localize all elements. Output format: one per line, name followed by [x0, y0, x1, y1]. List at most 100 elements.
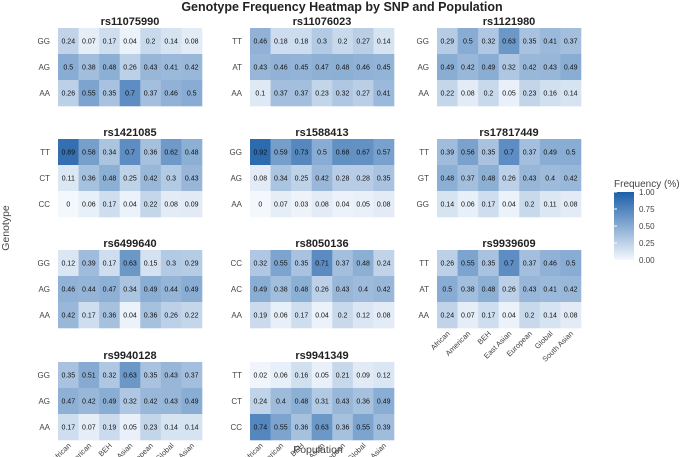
panel-rs11075990: rs11075990 GG 0.24 0.07 0.17 0.04 0.2 0.14 0.08 A…: [38, 16, 203, 107]
genotype-label: AA: [418, 89, 429, 98]
cell-value-label: 0.2: [484, 91, 494, 98]
cell-value-label: 0.48: [356, 261, 370, 268]
cell-value-label: 0.08: [377, 313, 391, 320]
heatmap-cell: [99, 276, 121, 303]
heatmap-cell: [311, 165, 333, 192]
heatmap-cell: [140, 191, 162, 218]
cell-value-label: 0.19: [253, 313, 267, 320]
cell-value-label: 0.43: [523, 176, 537, 183]
cell-value-label: 0.37: [523, 261, 537, 268]
cell-value-label: 0.37: [144, 91, 158, 98]
heatmap-cell: [250, 362, 271, 389]
heatmap-cell: [291, 276, 313, 303]
cell-value-label: 0.42: [564, 176, 578, 183]
heatmap-cell: [560, 302, 582, 329]
cell-value-label: 0.26: [502, 176, 516, 183]
heatmap-cell: [373, 302, 395, 329]
cell-value-label: 0.43: [336, 399, 350, 406]
heatmap-cell: [58, 54, 79, 81]
heatmap-cell: [99, 54, 121, 81]
heatmap-cell: [519, 80, 541, 107]
cell-value-label: 0.48: [295, 287, 309, 294]
cell-value-label: 0.35: [523, 39, 537, 46]
cell-value-label: 0.18: [295, 39, 309, 46]
cell-value-label: 0.26: [61, 91, 75, 98]
heatmap-cell: [119, 250, 141, 277]
heatmap-cell: [250, 139, 271, 166]
cell-value-label: 0.42: [377, 287, 391, 294]
heatmap-cell: [437, 250, 458, 277]
cell-value-label: 0.49: [253, 287, 267, 294]
heatmap-cell: [270, 139, 292, 166]
heatmap-cell: [270, 414, 292, 441]
cell-value-label: 0.14: [377, 39, 391, 46]
cell-value-label: 0.92: [253, 150, 267, 157]
genotype-label: AT: [232, 63, 242, 72]
heatmap-cell: [311, 362, 333, 389]
legend-tick-label: 0.00: [639, 256, 655, 265]
heatmap-cell: [352, 191, 374, 218]
heatmap-cell: [160, 139, 182, 166]
cell-value-label: 0.29: [440, 39, 454, 46]
genotype-label: GG: [38, 37, 50, 46]
cell-value-label: 0.46: [274, 65, 288, 72]
genotype-label: TT: [419, 148, 429, 157]
heatmap-cell: [332, 191, 354, 218]
heatmap-cell: [270, 362, 292, 389]
cell-value-label: 0.68: [336, 150, 350, 157]
heatmap-cell: [352, 362, 374, 389]
heatmap-cell: [250, 414, 271, 441]
cell-value-label: 0.43: [523, 287, 537, 294]
cell-value-label: 0.07: [461, 313, 475, 320]
cell-value-label: 0.22: [185, 313, 199, 320]
genotype-label: TT: [419, 259, 429, 268]
heatmap-cell: [78, 388, 100, 415]
heatmap-cell: [181, 388, 203, 415]
heatmap-cell: [539, 276, 561, 303]
heatmap-cell: [270, 191, 292, 218]
heatmap-cell: [99, 250, 121, 277]
cell-value-label: 0.26: [123, 65, 137, 72]
heatmap-cell: [99, 28, 121, 55]
cell-value-label: 0.17: [103, 39, 117, 46]
heatmap-cell: [119, 165, 141, 192]
heatmap-cell: [78, 302, 100, 329]
cell-value-label: 0.48: [482, 287, 496, 294]
heatmap-cell: [519, 302, 541, 329]
cell-value-label: 0.7: [125, 150, 135, 157]
heatmap-cell: [99, 139, 121, 166]
heatmap-cell: [270, 302, 292, 329]
heatmap-cell: [58, 250, 79, 277]
cell-value-label: 0.55: [274, 425, 288, 432]
cell-value-label: 0.42: [144, 176, 158, 183]
heatmap-cell: [311, 276, 333, 303]
cell-value-label: 0.27: [356, 91, 370, 98]
cell-value-label: 0.05: [123, 425, 137, 432]
heatmap-cell: [58, 191, 79, 218]
heatmap-cell: [119, 302, 141, 329]
heatmap-cell: [311, 250, 333, 277]
cell-value-label: 0.35: [482, 150, 496, 157]
heatmap-cell: [498, 165, 520, 192]
heatmap-cell: [519, 276, 541, 303]
cell-value-label: 0.5: [63, 65, 73, 72]
cell-value-label: 0.25: [123, 176, 137, 183]
heatmap-cell: [373, 80, 395, 107]
heatmap-cell: [478, 54, 500, 81]
heatmap-cell: [160, 165, 182, 192]
genotype-label: AA: [39, 423, 50, 432]
population-tick-label: BEH: [97, 441, 114, 457]
legend-tick-label: 0.75: [639, 205, 655, 214]
panel-title: rs1421085: [103, 127, 156, 139]
panel-rs8050136: rs8050136 CC 0.32 0.55 0.35 0.71 0.37 0.48 0.24 A…: [230, 238, 395, 329]
cell-value-label: 0.04: [502, 313, 516, 320]
cell-value-label: 0.46: [543, 261, 557, 268]
cell-value-label: 0.04: [123, 313, 137, 320]
heatmap-cell: [539, 54, 561, 81]
heatmap-cell: [160, 191, 182, 218]
heatmap-cell: [78, 139, 100, 166]
heatmap-cell: [160, 80, 182, 107]
cell-value-label: 0.16: [295, 373, 309, 380]
legend-title: Frequency (%): [614, 179, 680, 190]
panel-rs17817449: rs17817449 TT 0.39 0.56 0.35 0.7 0.37 0.49 0.5 GT…: [417, 127, 582, 218]
